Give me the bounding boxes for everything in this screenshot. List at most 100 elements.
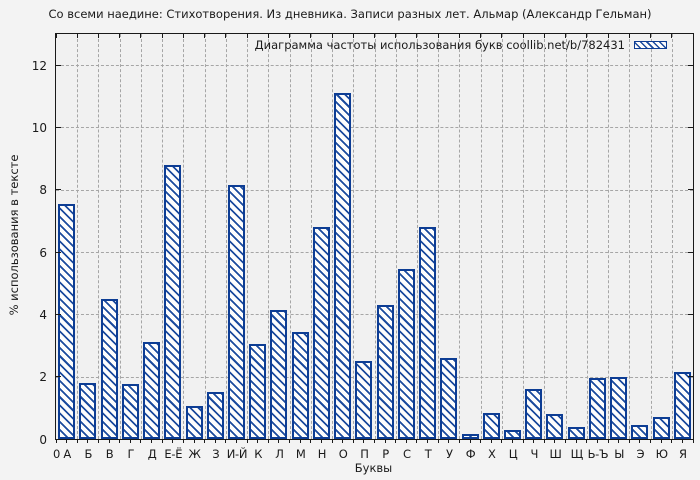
x-tick	[554, 439, 556, 443]
x-tick-top	[416, 34, 418, 38]
v-gridline	[289, 34, 291, 439]
x-tick	[671, 439, 673, 443]
x-tick-label-О: О	[338, 446, 348, 461]
y-axis-label: % использования в тексте	[7, 154, 21, 316]
v-gridline	[332, 34, 334, 439]
x-tick-top	[543, 34, 545, 38]
x-tick	[193, 439, 195, 443]
x-tick-label-Э: Э	[636, 446, 645, 461]
legend-swatch-icon	[634, 41, 667, 49]
x-tick	[55, 439, 57, 443]
plot-area: Диаграмма частоты использования букв coo…	[55, 33, 694, 443]
x-tick-top	[182, 34, 184, 38]
x-tick	[660, 439, 662, 443]
x-tick-label-Х: Х	[487, 446, 496, 461]
x-tick-top	[289, 34, 291, 38]
x-tick	[320, 439, 322, 443]
x-tick-top	[650, 34, 652, 38]
x-tick-top	[352, 34, 354, 38]
y-tick-label-8: 8	[39, 183, 47, 198]
x-tick	[161, 439, 163, 443]
x-tick	[458, 439, 460, 443]
x-tick-label-М: М	[295, 446, 306, 461]
x-tick-top	[501, 34, 503, 38]
v-gridline	[608, 34, 610, 439]
bar-Ж	[185, 406, 203, 439]
x-tick-top	[267, 34, 269, 38]
bar-М	[291, 331, 309, 439]
x-tick	[257, 439, 259, 443]
x-tick-label-Б: Б	[84, 446, 93, 461]
x-tick-top	[76, 34, 78, 38]
x-tick-label-Д: Д	[147, 446, 157, 461]
x-tick	[310, 439, 312, 443]
y-tick	[56, 64, 61, 66]
x-tick-label-Ф: Ф	[465, 446, 476, 461]
x-tick	[108, 439, 110, 443]
x-tick	[352, 439, 354, 443]
v-gridline	[140, 34, 142, 439]
x-tick	[607, 439, 609, 443]
y-tick	[56, 313, 61, 315]
bar-Ю	[652, 417, 670, 439]
x-tick-top	[246, 34, 248, 38]
y-tick	[56, 189, 61, 191]
x-tick-label-Е-Ё: Е-Ё	[164, 446, 183, 461]
x-tick-top	[204, 34, 206, 38]
x-tick	[331, 439, 333, 443]
x-tick	[480, 439, 482, 443]
v-gridline	[523, 34, 525, 439]
x-tick	[140, 439, 142, 443]
v-gridline	[416, 34, 418, 439]
x-tick-label-Л: Л	[275, 446, 284, 461]
x-tick-label-У: У	[445, 446, 453, 461]
x-tick-top	[692, 34, 694, 38]
y-tick-label-4: 4	[39, 307, 47, 322]
y-tick-label-0: 0	[39, 432, 47, 447]
v-gridline	[98, 34, 100, 439]
x-tick-label-А: А	[63, 446, 71, 461]
v-gridline	[162, 34, 164, 439]
bar-Ш	[546, 414, 564, 439]
bar-Щ	[567, 426, 585, 439]
x-tick	[246, 439, 248, 443]
v-gridline	[268, 34, 270, 439]
x-tick-label-Ц: Ц	[508, 446, 518, 461]
x-tick	[405, 439, 407, 443]
x-tick	[182, 439, 184, 443]
v-gridline	[650, 34, 652, 439]
x-axis-label: Буквы	[354, 461, 393, 475]
x-tick-top	[55, 34, 57, 38]
x-tick-top	[395, 34, 397, 38]
x-tick-top	[607, 34, 609, 38]
v-gridline	[204, 34, 206, 439]
bar-Д	[143, 342, 161, 439]
bar-С	[397, 269, 415, 439]
v-gridline	[310, 34, 312, 439]
v-gridline	[438, 34, 440, 439]
x-tick	[129, 439, 131, 443]
x-tick	[533, 439, 535, 443]
x-tick	[363, 439, 365, 443]
x-tick	[225, 439, 227, 443]
x-tick	[119, 439, 121, 443]
x-tick-top	[97, 34, 99, 38]
v-gridline	[480, 34, 482, 439]
bar-Б	[79, 382, 97, 439]
x-tick	[543, 439, 545, 443]
x-tick	[575, 439, 577, 443]
x-tick-label-Ч: Ч	[530, 446, 539, 461]
y-tick	[688, 376, 693, 378]
x-tick-label-Ш: Ш	[549, 446, 562, 461]
x-tick-top	[225, 34, 227, 38]
x-tick	[395, 439, 397, 443]
bar-Ы	[610, 376, 628, 439]
y-tick-label-2: 2	[39, 370, 47, 385]
x-tick	[650, 439, 652, 443]
bar-Н	[312, 227, 330, 439]
bar-К	[249, 343, 267, 439]
bar-О	[334, 93, 352, 439]
x-tick-label-Ж: Ж	[188, 446, 201, 461]
x-tick-label-К: К	[254, 446, 263, 461]
x-tick-label-П: П	[360, 446, 369, 461]
